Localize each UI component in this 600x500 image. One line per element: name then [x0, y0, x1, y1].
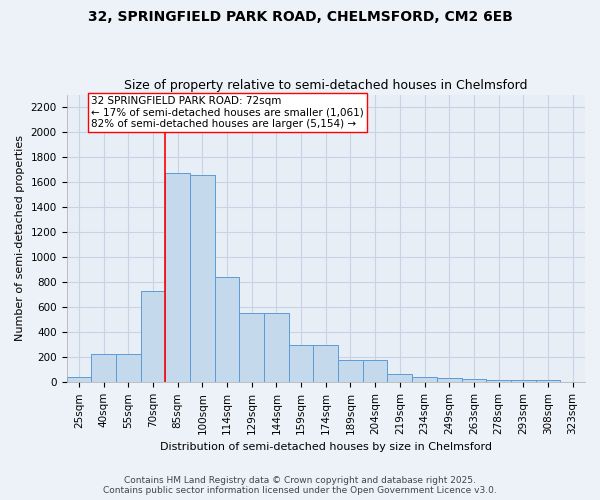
- Bar: [116, 354, 140, 382]
- Title: Size of property relative to semi-detached houses in Chelmsford: Size of property relative to semi-detach…: [124, 79, 527, 92]
- Bar: [289, 345, 313, 383]
- Bar: [511, 380, 536, 382]
- Bar: [67, 378, 91, 382]
- Text: Contains HM Land Registry data © Crown copyright and database right 2025.
Contai: Contains HM Land Registry data © Crown c…: [103, 476, 497, 495]
- Bar: [363, 360, 388, 382]
- Bar: [338, 360, 363, 382]
- Bar: [536, 380, 560, 382]
- Bar: [412, 378, 437, 382]
- Bar: [437, 378, 461, 382]
- X-axis label: Distribution of semi-detached houses by size in Chelmsford: Distribution of semi-detached houses by …: [160, 442, 492, 452]
- Bar: [91, 354, 116, 382]
- Y-axis label: Number of semi-detached properties: Number of semi-detached properties: [15, 136, 25, 342]
- Bar: [165, 174, 190, 382]
- Text: 32, SPRINGFIELD PARK ROAD, CHELMSFORD, CM2 6EB: 32, SPRINGFIELD PARK ROAD, CHELMSFORD, C…: [88, 10, 512, 24]
- Bar: [140, 291, 165, 382]
- Bar: [388, 374, 412, 382]
- Bar: [313, 345, 338, 383]
- Bar: [461, 379, 486, 382]
- Bar: [215, 276, 239, 382]
- Bar: [239, 313, 264, 382]
- Bar: [486, 380, 511, 382]
- Bar: [264, 313, 289, 382]
- Bar: [190, 176, 215, 382]
- Text: 32 SPRINGFIELD PARK ROAD: 72sqm
← 17% of semi-detached houses are smaller (1,061: 32 SPRINGFIELD PARK ROAD: 72sqm ← 17% of…: [91, 96, 364, 129]
